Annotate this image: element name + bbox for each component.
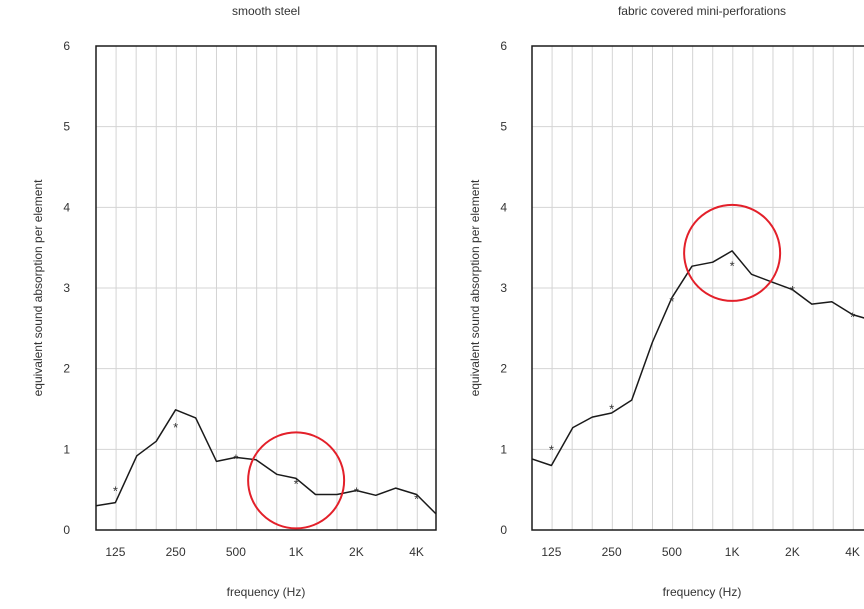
chart-2-marker-0: *	[549, 443, 554, 458]
chart-1-frame	[95, 45, 437, 531]
chart-1-y-tick-6: 6	[63, 39, 70, 53]
chart-1-y-tick-1: 1	[63, 442, 70, 456]
chart-1-marker-0: *	[113, 484, 118, 499]
chart-2: 0 1 2 3 4 5 6 125 250 500 1K 2K 4K * * * * * * fabric cover…	[468, 4, 864, 599]
chart-2-x-tick-0: 125	[541, 545, 561, 559]
chart-1-x-label: frequency (Hz)	[227, 585, 306, 599]
chart-1: 0 1 2 3 4 5 6 125 250 500 1K 2K 4K * * * * * * smooth steel…	[31, 4, 437, 599]
chart-2-y-tick-2: 2	[500, 362, 507, 376]
chart-2-x-tick-3: 1K	[725, 545, 740, 559]
chart-1-y-tick-3: 3	[63, 281, 70, 295]
chart-1-y-tick-5: 5	[63, 120, 70, 134]
chart-2-marker-1: *	[609, 401, 614, 416]
chart-1-marker-4: *	[354, 484, 359, 499]
chart-2-y-tick-1: 1	[500, 442, 507, 456]
chart-1-highlight-circle-0	[247, 431, 346, 530]
chart-1-x-tick-4: 2K	[349, 545, 364, 559]
chart-1-y-label: equivalent sound absorption per element	[31, 179, 45, 396]
chart-2-x-tick-4: 2K	[785, 545, 800, 559]
chart-2-x-tick-5: 4K	[845, 545, 860, 559]
chart-1-x-tick-0: 125	[105, 545, 125, 559]
chart-2-x-tick-1: 250	[602, 545, 622, 559]
chart-1-x-tick-2: 500	[226, 545, 246, 559]
chart-2-marker-2: *	[669, 294, 674, 309]
chart-2-highlight-circle-0	[683, 203, 782, 302]
chart-1-title: smooth steel	[232, 4, 300, 18]
chart-1-marker-3: *	[294, 476, 299, 491]
chart-2-x-label: frequency (Hz)	[663, 585, 742, 599]
chart-1-marker-2: *	[233, 451, 238, 466]
chart-1-y-tick-0: 0	[63, 523, 70, 537]
chart-1-marker-1: *	[173, 420, 178, 435]
chart-1-y-tick-2: 2	[63, 362, 70, 376]
chart-2-y-tick-6: 6	[500, 39, 507, 53]
chart-1-y-tick-4: 4	[63, 200, 70, 214]
chart-1-x-tick-1: 250	[166, 545, 186, 559]
chart-2-marker-3: *	[730, 259, 735, 274]
chart-1-series-line	[96, 409, 436, 515]
chart-2-title: fabric covered mini-perforations	[618, 4, 786, 18]
chart-1-x-tick-3: 1K	[289, 545, 304, 559]
chart-1-marker-5: *	[414, 492, 419, 507]
chart-2-marker-4: *	[790, 283, 795, 298]
chart-2-marker-5: *	[850, 309, 855, 324]
chart-2-frame	[531, 45, 864, 531]
chart-1-x-tick-5: 4K	[409, 545, 424, 559]
chart-2-series-line	[532, 250, 864, 467]
chart-2-y-tick-4: 4	[500, 200, 507, 214]
chart-2-x-tick-2: 500	[662, 545, 682, 559]
chart-2-y-tick-5: 5	[500, 120, 507, 134]
chart-2-y-label: equivalent sound absorption per element	[468, 179, 482, 396]
chart-2-y-tick-3: 3	[500, 281, 507, 295]
chart-2-y-tick-0: 0	[500, 523, 507, 537]
